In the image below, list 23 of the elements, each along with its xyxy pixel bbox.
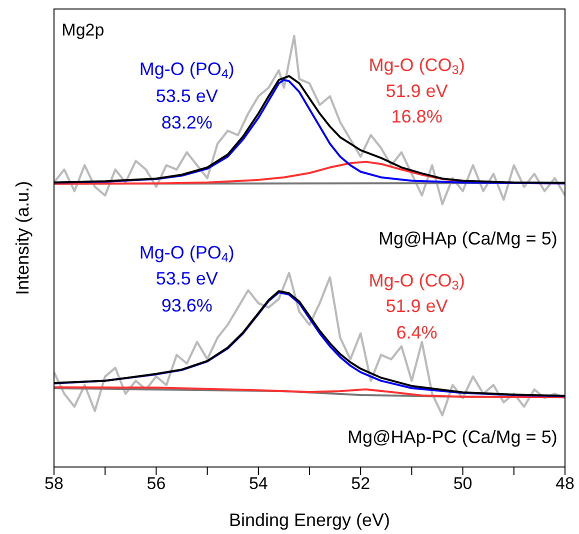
annotation: 51.9 eV (386, 296, 448, 316)
x-axis-title: Binding Energy (eV) (228, 510, 390, 530)
x-tick-label: 48 (556, 474, 574, 494)
x-tick-label: 52 (351, 474, 370, 494)
annotation: Mg-O (PO$_{4}$) (139, 59, 234, 82)
y-axis-title: Intensity (a.u.) (12, 180, 32, 296)
annotation: Mg2p (62, 20, 104, 40)
annotation: 93.6% (161, 295, 212, 316)
annotation: Mg@HAp-PC (Ca/Mg = 5) (348, 427, 558, 448)
annotation: 83.2% (161, 112, 212, 133)
annotation: Mg-O (PO$_{4}$) (139, 242, 234, 265)
annotation: Mg@HAp (Ca/Mg = 5) (378, 228, 558, 248)
annotation: Mg-O (CO$_{3}$) (368, 54, 465, 78)
annotation: Mg-O (CO$_{3}$) (368, 270, 465, 293)
annotation: 53.5 eV (156, 86, 218, 106)
x-tick-label: 54 (248, 474, 268, 494)
annotation: 6.4% (396, 322, 438, 342)
annotation: 51.9 eV (386, 80, 448, 101)
x-tick-label: 56 (146, 474, 166, 494)
x-tick-label: 50 (453, 474, 472, 494)
annotation: 16.8% (391, 106, 442, 127)
x-tick-label: 58 (44, 474, 64, 494)
annotation: 53.5 eV (156, 268, 218, 288)
